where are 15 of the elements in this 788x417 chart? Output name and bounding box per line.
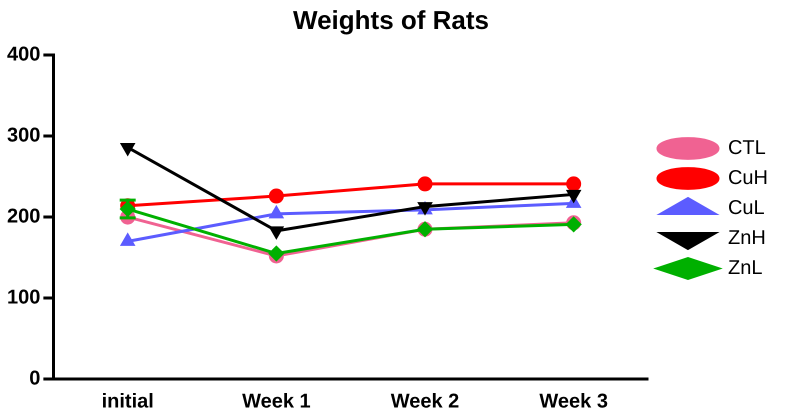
x-tick-label: Week 2: [390, 390, 460, 413]
legend-label: CuH: [728, 167, 768, 190]
x-tick-label: Week 1: [242, 390, 311, 413]
legend-label: ZnH: [728, 227, 766, 250]
legend-label: CTL: [728, 137, 766, 160]
legend-label: ZnL: [728, 257, 762, 280]
y-tick-label: 300: [6, 124, 40, 147]
legend-label: CuL: [728, 197, 765, 220]
y-tick-label: 100: [6, 286, 40, 309]
x-tick-label: initial: [102, 390, 154, 413]
y-tick-label: 200: [6, 206, 40, 228]
y-tick-label: 0: [29, 368, 40, 390]
y-tick-label: 400: [6, 44, 40, 66]
chart-title: Weights of Rats: [293, 4, 489, 35]
x-tick-label: Week 3: [539, 390, 608, 413]
